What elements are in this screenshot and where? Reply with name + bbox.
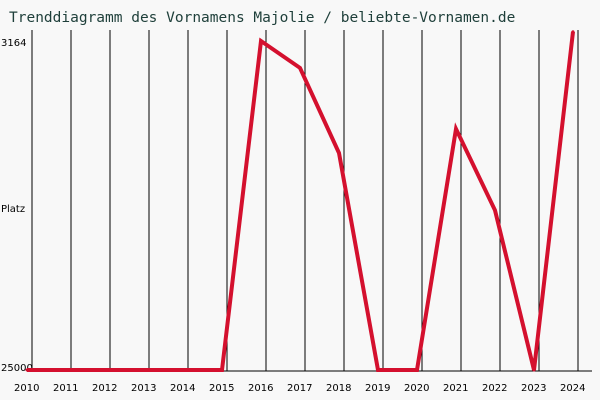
data-point-2013: [142, 368, 146, 372]
data-point-2010: [25, 368, 29, 372]
data-point-2017: [298, 66, 302, 70]
x-tick-2020: 2020: [404, 383, 429, 394]
series-line: [27, 31, 575, 372]
x-tick-2023: 2023: [521, 383, 546, 394]
data-point-2023: [532, 368, 536, 372]
x-tick-2011: 2011: [53, 383, 78, 394]
data-point-2019: [376, 368, 380, 372]
data-point-2011: [64, 368, 68, 372]
x-tick-2014: 2014: [170, 383, 195, 394]
y-tick-top: 3164: [1, 38, 26, 49]
x-tick-2010: 2010: [14, 383, 39, 394]
x-tick-2021: 2021: [443, 383, 468, 394]
data-point-2022: [493, 208, 497, 212]
data-point-2014: [181, 368, 185, 372]
data-point-2016: [259, 39, 263, 43]
series-group: [25, 30, 575, 372]
y-axis-label: Platz: [1, 204, 25, 215]
data-point-2024: [571, 30, 575, 34]
data-point-2021: [454, 127, 458, 131]
x-tick-2016: 2016: [248, 383, 273, 394]
y-tick-bottom: 25000: [1, 363, 33, 374]
x-tick-2018: 2018: [326, 383, 351, 394]
data-point-2018: [337, 151, 341, 155]
x-tick-2012: 2012: [92, 383, 117, 394]
x-tick-2017: 2017: [287, 383, 312, 394]
data-point-2020: [415, 368, 419, 372]
data-point-2015: [220, 368, 224, 372]
x-tick-2013: 2013: [131, 383, 156, 394]
x-tick-2019: 2019: [365, 383, 390, 394]
grid-lines: [70, 30, 579, 371]
x-tick-2015: 2015: [209, 383, 234, 394]
chart-title: Trenddiagramm des Vornamens Majolie / be…: [9, 10, 515, 26]
x-tick-2022: 2022: [482, 383, 507, 394]
x-tick-labels: 2010 2011 2012 2013 2014 2015 2016 2017 2018 2019…: [14, 383, 585, 394]
x-tick-2024: 2024: [560, 383, 585, 394]
data-point-2012: [103, 368, 107, 372]
